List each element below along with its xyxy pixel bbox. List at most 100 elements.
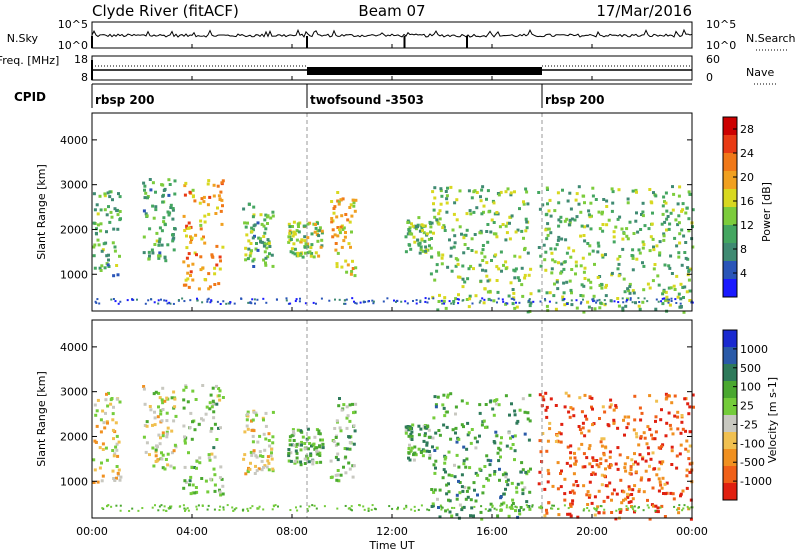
echo-pixel	[569, 503, 573, 507]
ground-scatter-pixel	[440, 508, 443, 511]
ground-scatter-pixel	[668, 298, 671, 301]
echo-pixel	[677, 221, 681, 225]
echo-pixel	[218, 389, 222, 393]
echo-pixel	[629, 465, 633, 469]
echo-pixel	[469, 441, 473, 445]
echo-pixel	[247, 239, 251, 243]
echo-pixel	[335, 215, 339, 219]
echo-pixel	[247, 202, 251, 206]
echo-pixel	[92, 458, 96, 462]
echo-pixel	[331, 235, 335, 239]
echo-pixel	[458, 225, 462, 229]
echo-pixel	[605, 205, 609, 208]
echo-pixel	[265, 465, 269, 469]
ground-scatter-pixel	[336, 507, 339, 510]
ground-scatter-pixel	[599, 505, 602, 508]
echo-pixel	[599, 462, 603, 465]
echo-pixel	[671, 492, 675, 496]
echo-pixel	[598, 227, 602, 231]
echo-pixel	[679, 494, 682, 498]
echo-pixel	[102, 242, 106, 246]
echo-pixel	[657, 467, 661, 471]
echo-pixel	[212, 183, 216, 187]
echo-pixel	[243, 221, 247, 225]
echo-pixel	[469, 264, 473, 268]
echo-pixel	[472, 267, 475, 271]
echo-pixel	[569, 288, 573, 292]
echo-pixel	[267, 461, 271, 465]
echo-pixel	[510, 402, 513, 406]
ground-scatter-pixel	[544, 298, 546, 301]
echo-pixel	[445, 492, 449, 496]
echo-pixel	[450, 514, 454, 518]
echo-pixel	[306, 456, 310, 460]
echo-pixel	[537, 482, 541, 486]
echo-pixel	[251, 418, 255, 422]
ground-scatter-pixel	[457, 298, 460, 301]
echo-pixel	[465, 228, 469, 232]
ground-scatter-pixel	[289, 509, 292, 512]
echo-pixel	[513, 434, 517, 438]
echo-pixel	[113, 249, 117, 253]
echo-pixel	[681, 286, 685, 289]
echo-pixel	[508, 215, 512, 219]
freq-tick-bottom: 8	[81, 71, 88, 84]
echo-pixel	[528, 419, 532, 423]
echo-pixel	[560, 237, 564, 241]
echo-pixel	[641, 201, 645, 205]
echo-pixel	[466, 421, 470, 425]
echo-pixel	[527, 273, 531, 277]
ground-scatter-pixel	[351, 509, 353, 512]
echo-pixel	[513, 254, 517, 258]
echo-pixel	[475, 206, 479, 210]
echo-pixel	[634, 460, 637, 464]
echo-pixel	[443, 414, 447, 418]
echo-pixel	[148, 453, 151, 457]
echo-pixel	[157, 256, 161, 260]
echo-pixel	[675, 244, 679, 248]
echo-pixel	[569, 406, 573, 410]
echo-pixel	[452, 300, 456, 303]
ground-scatter-pixel	[95, 301, 98, 304]
echo-pixel	[318, 432, 322, 436]
echo-pixel	[209, 477, 213, 481]
echo-pixel	[546, 202, 549, 206]
nsky-panel: N.Sky 10^5 10^0 10^5 10^0 N.Search	[7, 18, 796, 52]
echo-pixel	[406, 221, 410, 224]
echo-pixel	[674, 218, 678, 222]
echo-pixel	[161, 453, 165, 457]
echo-pixel	[201, 384, 205, 387]
echo-pixel	[243, 453, 247, 457]
echo-pixel	[624, 469, 628, 473]
echo-pixel	[193, 428, 197, 432]
ground-scatter-pixel	[386, 297, 389, 300]
echo-pixel	[688, 192, 692, 196]
echo-pixel	[574, 459, 578, 463]
echo-pixel	[592, 458, 596, 462]
echo-pixel	[173, 397, 177, 401]
echo-pixel	[505, 480, 508, 483]
echo-pixel	[191, 420, 194, 424]
ground-scatter-pixel	[372, 300, 375, 303]
echo-pixel	[169, 464, 173, 468]
echo-pixel	[430, 505, 434, 508]
echo-pixel	[428, 244, 431, 248]
echo-pixel	[306, 427, 310, 431]
echo-pixel	[452, 212, 456, 216]
echo-pixel	[112, 405, 115, 409]
echo-pixel	[556, 191, 560, 195]
echo-pixel	[293, 461, 297, 465]
echo-pixel	[486, 290, 490, 294]
ground-scatter-pixel	[395, 299, 398, 302]
echo-pixel	[559, 485, 563, 489]
echo-pixel	[624, 304, 628, 308]
echo-pixel	[244, 258, 248, 262]
echo-pixel	[575, 215, 579, 219]
echo-pixel	[465, 457, 469, 461]
echo-pixel	[546, 439, 550, 443]
echo-pixel	[675, 274, 679, 278]
echo-pixel	[550, 271, 554, 275]
echo-pixel	[631, 268, 635, 272]
ground-scatter-pixel	[509, 506, 512, 509]
echo-pixel	[593, 307, 597, 311]
